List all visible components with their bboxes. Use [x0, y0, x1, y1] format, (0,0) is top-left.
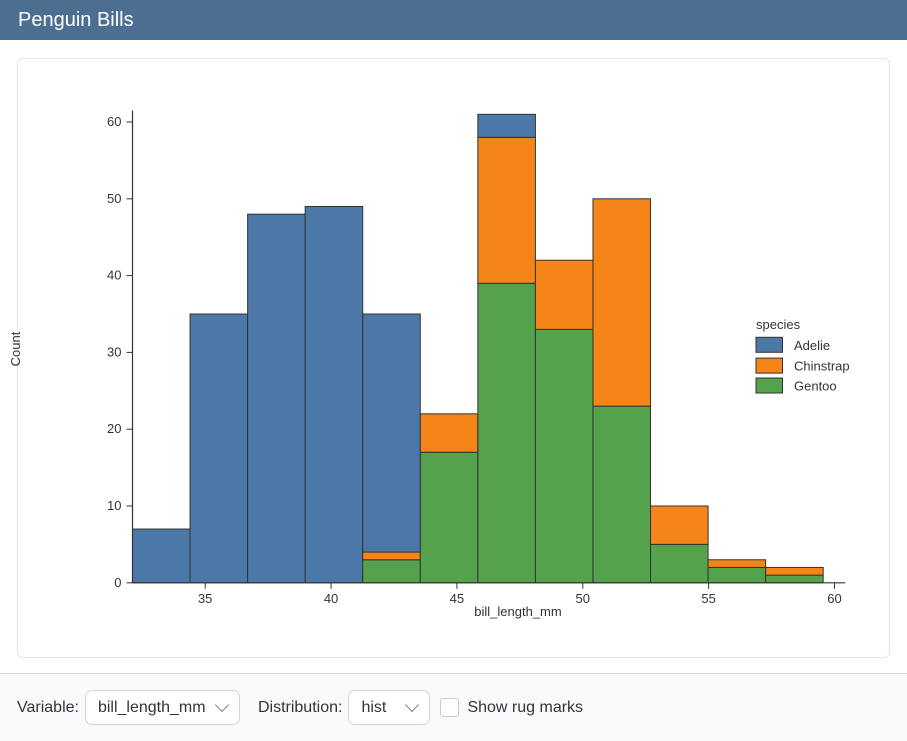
svg-text:Adelie: Adelie [794, 338, 830, 353]
svg-text:species: species [756, 317, 801, 332]
svg-text:Gentoo: Gentoo [794, 379, 837, 394]
svg-text:50: 50 [107, 191, 121, 206]
svg-text:40: 40 [107, 268, 121, 283]
svg-text:60: 60 [827, 591, 841, 606]
svg-text:60: 60 [107, 114, 121, 129]
svg-text:20: 20 [107, 421, 121, 436]
svg-text:0: 0 [114, 575, 121, 590]
svg-text:Chinstrap: Chinstrap [794, 359, 850, 374]
svg-text:30: 30 [107, 344, 121, 359]
svg-text:55: 55 [701, 591, 715, 606]
svg-text:10: 10 [107, 498, 121, 513]
svg-text:35: 35 [198, 591, 212, 606]
svg-text:40: 40 [324, 591, 338, 606]
